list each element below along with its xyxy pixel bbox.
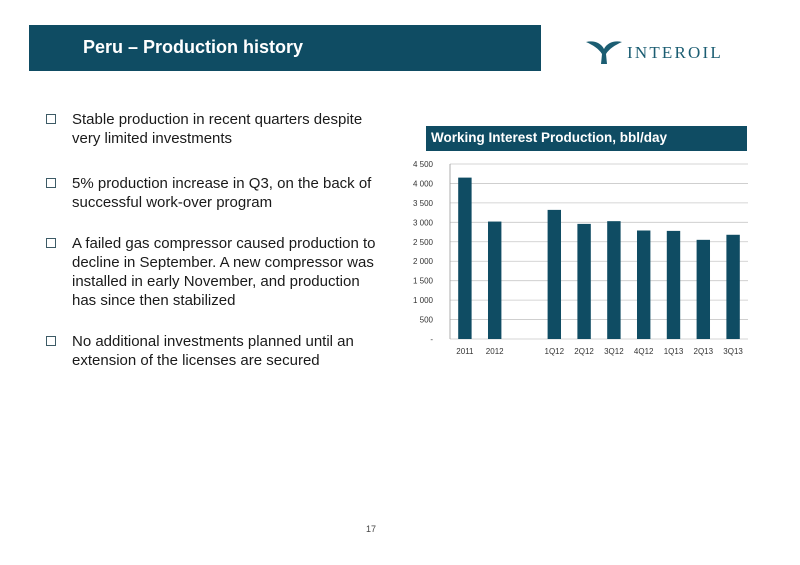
- x-tick-label: 4Q12: [634, 347, 654, 356]
- page-number: 17: [366, 524, 377, 534]
- bar-1q13: [666, 230, 681, 339]
- x-tick-label: 2Q12: [574, 347, 594, 356]
- chart-title-bar: Working Interest Production, bbl/day: [426, 126, 747, 151]
- bullet-text: A failed gas compressor caused productio…: [72, 235, 376, 309]
- y-tick-label: 2 500: [413, 238, 434, 247]
- y-tick-label: 3 000: [413, 218, 434, 227]
- x-tick-label: 2011: [456, 347, 474, 356]
- chart-title: Working Interest Production, bbl/day: [431, 130, 668, 145]
- y-tick-label: 1 000: [413, 296, 434, 305]
- company-logo: INTEROIL: [584, 36, 734, 66]
- x-tick-label: 3Q13: [723, 347, 743, 356]
- y-tick-label: -: [430, 335, 433, 344]
- y-tick-label: 500: [420, 316, 434, 325]
- checkbox-bullet-icon: [46, 114, 56, 124]
- bar-3q13: [726, 234, 740, 339]
- x-tick-label: 1Q13: [664, 347, 684, 356]
- bar-2012: [487, 221, 502, 339]
- whale-tail-icon: [586, 41, 622, 64]
- y-tick-label: 4 000: [413, 179, 434, 188]
- bullet-text: No additional investments planned until …: [72, 333, 354, 369]
- bar-2011: [458, 177, 472, 339]
- checkbox-bullet-icon: [46, 336, 56, 346]
- x-tick-label: 3Q12: [604, 347, 624, 356]
- bar-1q12: [547, 209, 562, 339]
- checkbox-bullet-icon: [46, 178, 56, 188]
- x-tick-label: 2012: [486, 347, 504, 356]
- bar-2q13: [696, 239, 711, 339]
- bar-3q12: [607, 221, 621, 339]
- bar-4q12: [636, 230, 651, 339]
- page-title: Peru – Production history: [83, 37, 304, 57]
- production-bar-chart: - 500 1 000 1 500 2 000 2 500 3 000 3 500 4 000 4…: [413, 160, 748, 356]
- x-tick-label: 2Q13: [694, 347, 714, 356]
- y-tick-label: 2 000: [413, 257, 434, 266]
- bullet-text: Stable production in recent quarters des…: [72, 111, 363, 147]
- checkbox-bullet-icon: [46, 238, 56, 248]
- y-tick-label: 1 500: [413, 277, 434, 286]
- x-tick-label: 1Q12: [545, 347, 565, 356]
- bullet-text: 5% production increase in Q3, on the bac…: [72, 175, 372, 211]
- logo-wordmark: INTEROIL: [627, 43, 723, 62]
- y-tick-label: 4 500: [413, 160, 434, 169]
- title-bar: Peru – Production history: [29, 25, 541, 71]
- bar-2q12: [577, 223, 591, 339]
- y-tick-label: 3 500: [413, 199, 434, 208]
